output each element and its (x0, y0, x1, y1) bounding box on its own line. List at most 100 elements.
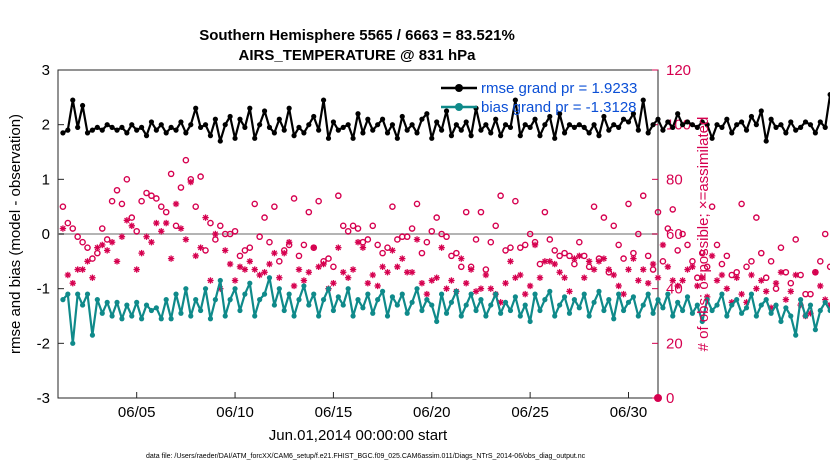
bias-point (458, 313, 464, 319)
possible-point (192, 203, 200, 210)
rmse-point (276, 116, 282, 122)
bias-point (134, 299, 140, 305)
possible-point (394, 236, 401, 243)
assimilated-point (118, 233, 126, 240)
bias-point (330, 307, 337, 314)
bias-point (778, 318, 784, 325)
x-axis-label: Jun.01,2014 00:00:00 start (269, 427, 448, 444)
assimilated-point (236, 263, 244, 270)
assimilated-point (782, 296, 790, 303)
possible-point (389, 203, 396, 210)
assimilated-point (566, 288, 573, 295)
bias-point (694, 302, 700, 308)
bias-point (104, 299, 110, 305)
possible-point (197, 173, 204, 180)
rmse-point (429, 135, 435, 141)
rmse-point (571, 124, 577, 130)
bias-point (375, 297, 381, 303)
bias-point (222, 313, 228, 319)
rmse-point (114, 127, 120, 133)
possible-point (733, 268, 740, 276)
rmse-point (65, 127, 71, 133)
possible-point (64, 219, 72, 227)
rmse-point (389, 122, 396, 128)
bias-point (320, 297, 327, 303)
rmse-point (281, 127, 287, 133)
bias-point (183, 286, 189, 292)
assimilated-point (138, 249, 145, 257)
bias-point (384, 313, 391, 319)
bias-point (630, 294, 637, 300)
bias-point (242, 291, 248, 297)
assimilated-point (640, 266, 647, 273)
left-tick-label: 1 (42, 171, 50, 188)
assimilated-point (472, 288, 480, 295)
bias-point (163, 297, 169, 303)
bias-point (493, 291, 499, 297)
rmse-point (630, 111, 637, 117)
rmse-point (163, 130, 169, 136)
assimilated-point (777, 269, 785, 276)
bias-point (468, 291, 474, 297)
possible-point (266, 238, 273, 246)
bias-point (168, 316, 174, 322)
assimilated-point (536, 274, 544, 281)
assimilated-point (753, 285, 760, 292)
rmse-point (493, 116, 499, 122)
possible-point (108, 197, 116, 205)
left-axis-label: rmse and bias (model - observation) (7, 114, 24, 354)
bias-point (173, 291, 179, 297)
rmse-point (168, 124, 174, 130)
rmse-point (640, 97, 646, 103)
possible-point (153, 195, 160, 202)
assimilated-point (758, 277, 765, 284)
assimilated-point (748, 271, 755, 279)
possible-point (89, 255, 96, 262)
bias-point (266, 275, 273, 281)
rmse-point (237, 116, 243, 122)
bias-point (399, 291, 405, 297)
rmse-point (153, 127, 159, 133)
bias-point (783, 305, 789, 311)
bias-point (620, 307, 627, 314)
assimilated-point (502, 280, 509, 287)
bias-point (714, 302, 720, 308)
rmse-point (798, 124, 804, 130)
rmse-point (660, 127, 666, 133)
bias-point (252, 313, 258, 319)
assimilated-point (167, 255, 175, 262)
possible-point (448, 252, 455, 260)
possible-point (207, 219, 214, 227)
assimilated-point (369, 271, 376, 279)
rmse-point (502, 122, 509, 128)
possible-point (718, 260, 726, 268)
bias-point (483, 313, 489, 319)
rmse-point (198, 124, 204, 130)
bias-point (802, 313, 809, 319)
possible-point (143, 189, 150, 197)
possible-point (546, 236, 554, 243)
rmse-point (763, 138, 769, 144)
possible-point (556, 252, 563, 260)
rmse-point (70, 97, 76, 103)
assimilated-point (408, 269, 416, 276)
bias-point (271, 302, 277, 308)
rmse-point (532, 116, 538, 122)
assimilated-point (654, 274, 662, 281)
bias-point (743, 305, 750, 311)
bias-point (439, 291, 445, 297)
assimilated-point (467, 266, 475, 273)
bias-point (640, 302, 646, 308)
possible-point (403, 233, 411, 241)
assimilated-point (625, 266, 632, 273)
rmse-point (104, 122, 110, 128)
possible-point (276, 258, 283, 265)
legend-bias-label: bias grand pr = -1.3128 (481, 99, 637, 116)
possible-point (777, 244, 785, 251)
bias-point (325, 286, 332, 292)
possible-point (767, 258, 775, 265)
possible-point (157, 203, 165, 210)
assimilated-point (354, 239, 362, 246)
rmse-point (448, 133, 455, 139)
possible-point (561, 249, 568, 257)
